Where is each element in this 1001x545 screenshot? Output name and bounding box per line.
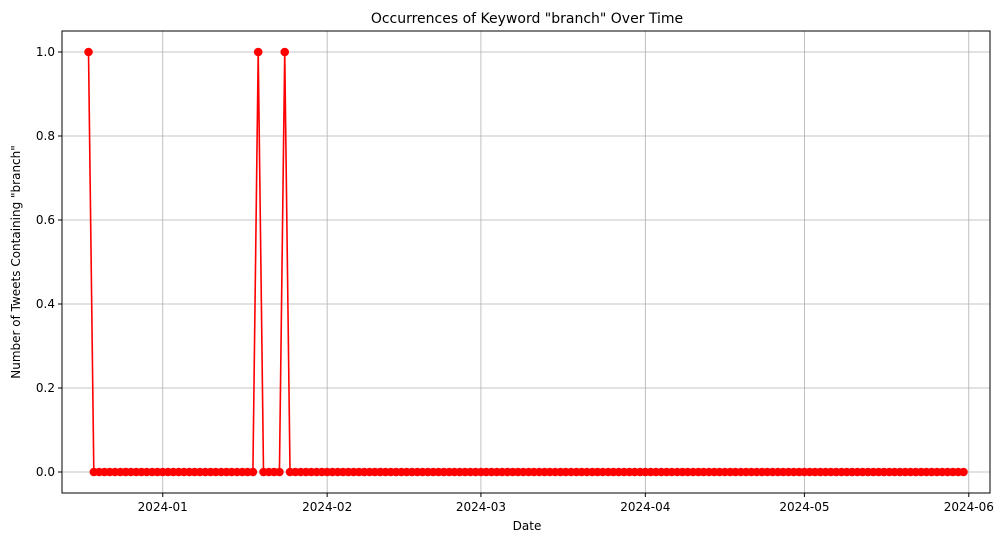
- x-tick-label: 2024-03: [456, 500, 506, 514]
- x-tick-label: 2024-06: [944, 500, 994, 514]
- x-axis-label: Date: [513, 519, 542, 533]
- x-tick-label: 2024-02: [302, 500, 352, 514]
- data-point: [959, 467, 968, 477]
- series-line: [87, 51, 964, 473]
- y-tick-label: 0.4: [36, 297, 55, 311]
- y-axis-ticks: 0.0 0.2 0.4 0.6 0.8 1.0: [36, 45, 62, 479]
- y-tick-label: 0.8: [36, 129, 55, 143]
- x-tick-label: 2024-04: [620, 500, 670, 514]
- data-point: [248, 467, 258, 477]
- x-tick-label: 2024-01: [138, 500, 188, 514]
- series-path: [87, 51, 964, 473]
- y-tick-label: 0.0: [36, 465, 55, 479]
- y-tick-label: 0.2: [36, 381, 55, 395]
- chart-title: Occurrences of Keyword "branch" Over Tim…: [371, 11, 683, 27]
- y-tick-label: 1.0: [36, 45, 55, 59]
- y-axis-label: Number of Tweets Containing "branch": [9, 145, 23, 379]
- data-point: [280, 47, 290, 57]
- y-tick-label: 0.6: [36, 213, 55, 227]
- data-point: [84, 47, 93, 57]
- series-markers: [84, 47, 968, 477]
- plot-frame: [61, 30, 991, 494]
- grid-lines: [62, 31, 990, 493]
- data-point: [253, 47, 263, 57]
- x-tick-label: 2024-05: [779, 500, 829, 514]
- x-axis-ticks: 2024-01 2024-02 2024-03 2024-04 2024-05 2024-…: [138, 493, 994, 514]
- data-point: [275, 467, 284, 477]
